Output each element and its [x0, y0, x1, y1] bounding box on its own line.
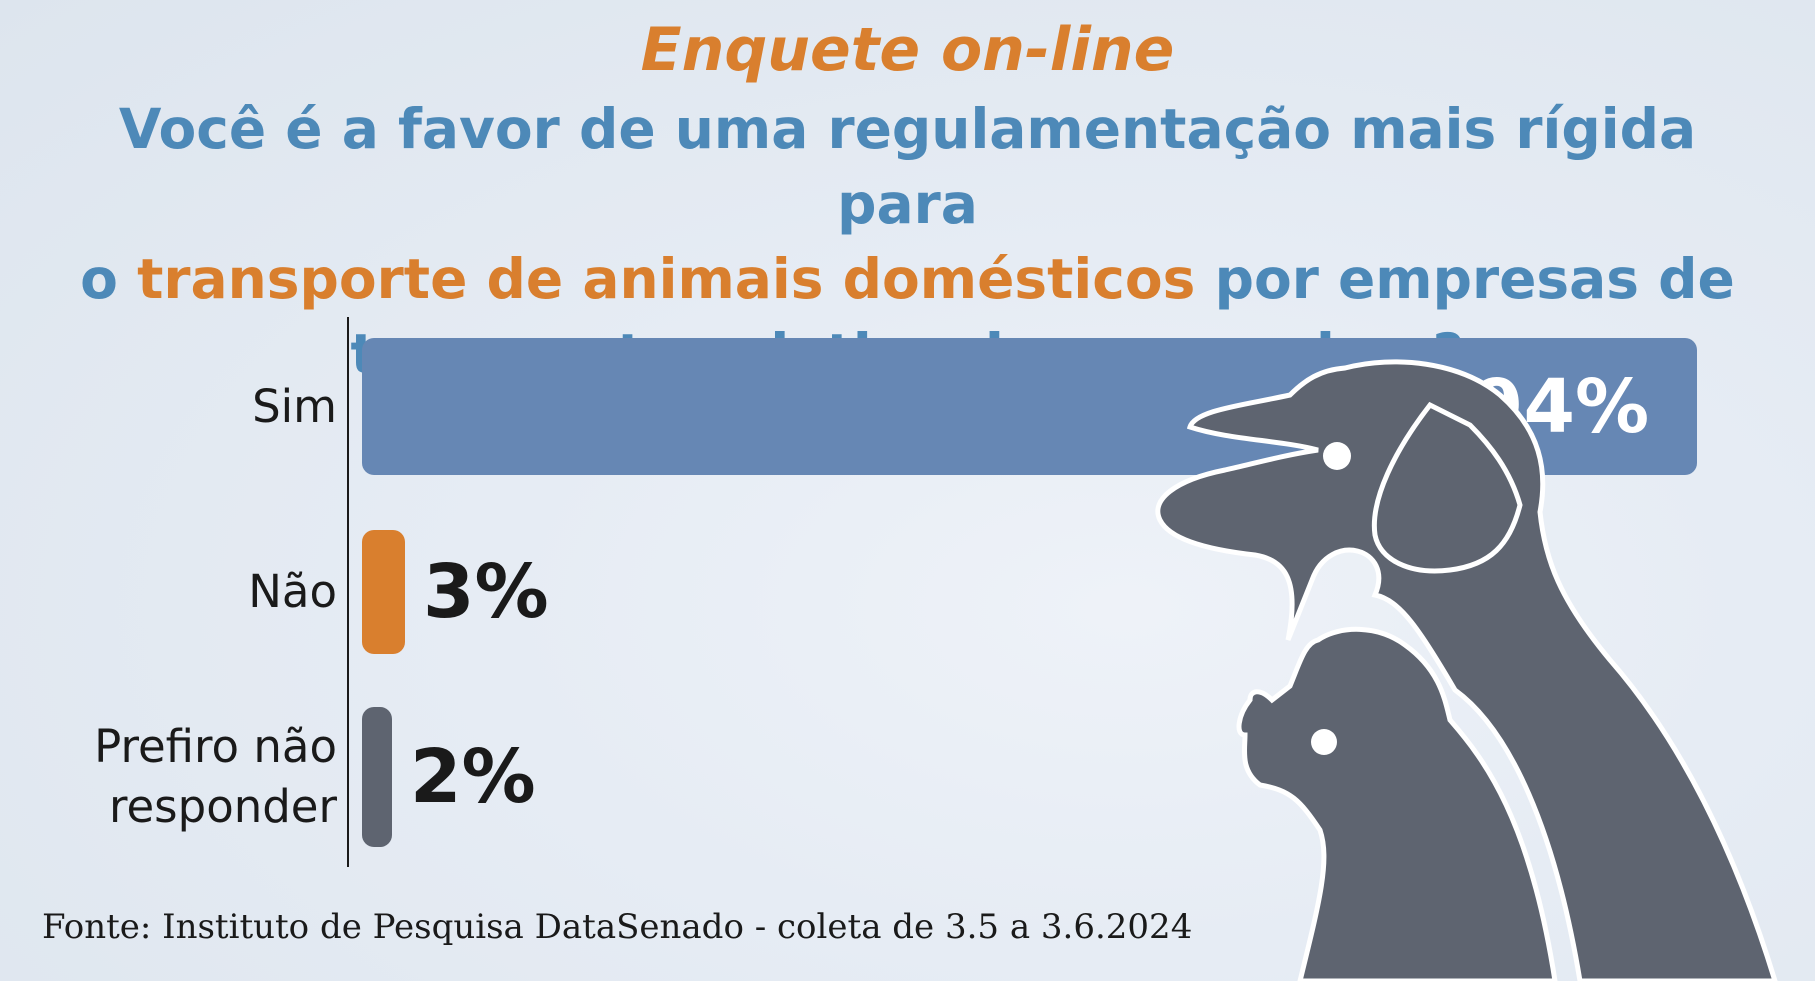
question-line-1: Você é a favor de uma regulamentação mai… [118, 97, 1697, 236]
source-note: Fonte: Instituto de Pesquisa DataSenado … [42, 907, 1193, 947]
chart-title: Você é a favor de uma regulamentação mai… [70, 92, 1745, 392]
category-label: Sim [252, 379, 337, 433]
value-label: 94% [1472, 363, 1650, 450]
value-label: 2% [410, 734, 536, 820]
question-highlight: transporte de animais domésticos [137, 247, 1196, 311]
question-line-2-pre: o [80, 247, 138, 311]
bar [362, 707, 392, 847]
chart-kicker: Enquete on-line [640, 15, 1175, 85]
category-label: Não [248, 565, 337, 618]
value-label: 3% [423, 549, 549, 635]
question-line-2: o transporte de animais domésticos por e… [70, 242, 1745, 317]
bar [362, 530, 405, 654]
category-label: Prefiro não responder [94, 720, 337, 833]
question-line-2-post: por empresas de [1195, 247, 1735, 311]
category-axis-line [347, 317, 349, 867]
